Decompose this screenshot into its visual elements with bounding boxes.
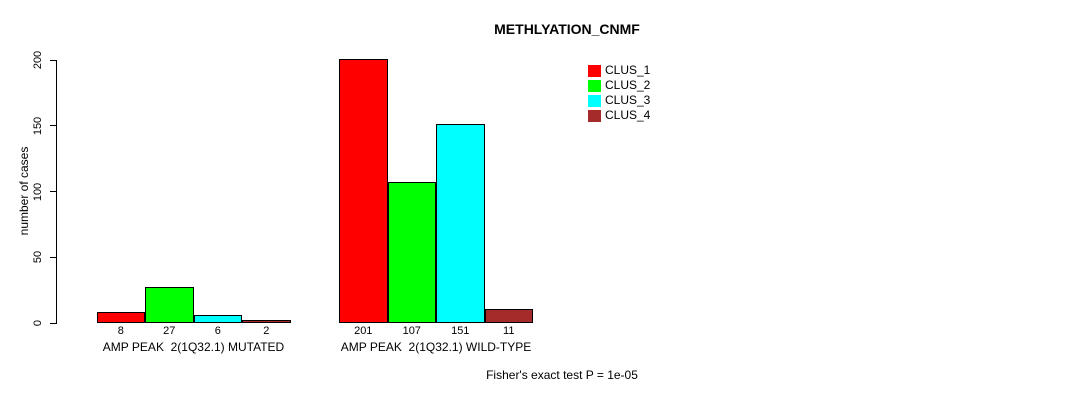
bar-clus_2-group2 <box>387 182 436 323</box>
y-tick-label: 0 <box>32 319 44 327</box>
bar-clus_4-group1 <box>242 320 291 323</box>
legend-item-clus_4: CLUS_4 <box>588 108 650 123</box>
legend: CLUS_1 CLUS_2 CLUS_3 CLUS_4 <box>588 63 650 123</box>
legend-item-clus_1: CLUS_1 <box>588 63 650 78</box>
bar-value-label: 2 <box>263 325 270 337</box>
bar-clus_2-group1 <box>145 287 194 323</box>
legend-label: CLUS_3 <box>605 93 651 107</box>
y-tick-label: 200 <box>32 50 44 70</box>
chart-title: METHLYATION_CNMF <box>494 21 640 37</box>
legend-swatch-clus_1 <box>588 64 601 77</box>
bar-value-label: 201 <box>354 325 373 337</box>
annotation-text: Fisher's exact test P = 1e-05 <box>486 368 638 382</box>
x-group-label: AMP PEAK 2(1Q32.1) MUTATED <box>102 340 285 354</box>
legend-swatch-clus_4 <box>588 109 601 122</box>
y-tick-mark <box>50 322 57 324</box>
bar-value-label: 27 <box>163 325 176 337</box>
y-tick-label: 50 <box>32 251 44 264</box>
y-tick-label: 150 <box>32 116 44 135</box>
y-tick-mark <box>50 191 57 192</box>
legend-label: CLUS_4 <box>605 108 651 122</box>
bar-clus_3-group1 <box>193 315 242 323</box>
legend-item-clus_3: CLUS_3 <box>588 93 650 108</box>
legend-swatch-clus_3 <box>588 94 601 107</box>
bar-clus_1-group1 <box>96 312 145 323</box>
legend-swatch-clus_2 <box>588 79 601 92</box>
legend-label: CLUS_2 <box>605 78 651 92</box>
y-axis-label: number of cases <box>17 146 31 236</box>
bar-value-label: 107 <box>402 325 421 337</box>
bar-clus_4-group2 <box>484 308 533 323</box>
bar-value-label: 6 <box>214 325 221 337</box>
legend-item-clus_2: CLUS_2 <box>588 78 650 93</box>
x-group-label: AMP PEAK 2(1Q32.1) WILD-TYPE <box>340 340 532 354</box>
legend-label: CLUS_1 <box>605 63 651 77</box>
y-tick-mark <box>50 125 57 127</box>
bar-value-label: 11 <box>503 325 515 337</box>
bar-clus_1-group2 <box>339 58 388 323</box>
y-tick-mark <box>50 256 57 258</box>
y-tick-label: 100 <box>32 182 44 201</box>
bar-value-label: 151 <box>451 325 470 337</box>
y-tick-mark <box>50 59 57 61</box>
bar-value-label: 8 <box>117 325 124 337</box>
bar-clus_3-group2 <box>436 124 485 323</box>
